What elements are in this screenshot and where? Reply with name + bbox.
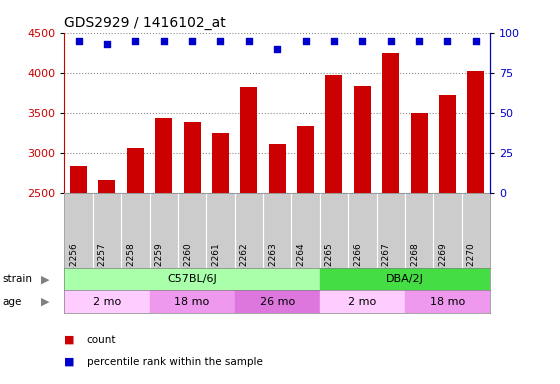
Bar xyxy=(127,148,144,384)
Point xyxy=(472,38,480,44)
Bar xyxy=(382,53,399,384)
Point xyxy=(358,38,367,44)
Text: GDS2929 / 1416102_at: GDS2929 / 1416102_at xyxy=(64,16,226,30)
Text: age: age xyxy=(3,297,22,307)
Bar xyxy=(235,290,320,313)
Text: ■: ■ xyxy=(64,335,75,345)
Text: ▶: ▶ xyxy=(41,297,49,307)
Text: 26 mo: 26 mo xyxy=(260,297,295,307)
Point xyxy=(301,38,310,44)
Bar xyxy=(354,86,371,384)
Point xyxy=(74,38,83,44)
Point xyxy=(159,38,168,44)
Point xyxy=(386,38,395,44)
Point xyxy=(188,38,197,44)
Bar xyxy=(269,144,286,384)
Bar xyxy=(184,122,200,384)
Bar xyxy=(99,180,115,384)
Bar xyxy=(320,268,490,290)
Bar xyxy=(325,75,343,384)
Point xyxy=(216,38,225,44)
Text: ▶: ▶ xyxy=(41,274,49,284)
Point xyxy=(329,38,338,44)
Point xyxy=(443,38,452,44)
Text: 2 mo: 2 mo xyxy=(93,297,121,307)
Point xyxy=(102,41,111,47)
Bar xyxy=(405,290,490,313)
Bar xyxy=(297,126,314,384)
Text: count: count xyxy=(87,335,116,345)
Text: 18 mo: 18 mo xyxy=(175,297,209,307)
Bar xyxy=(467,71,484,384)
Bar xyxy=(240,87,258,384)
Point xyxy=(273,46,282,52)
Bar xyxy=(155,118,172,384)
Point xyxy=(244,38,253,44)
Text: ■: ■ xyxy=(64,357,75,367)
Text: C57BL/6J: C57BL/6J xyxy=(167,274,217,284)
Bar xyxy=(150,290,235,313)
Point xyxy=(131,38,140,44)
Bar xyxy=(64,268,320,290)
Text: strain: strain xyxy=(3,274,33,284)
Bar xyxy=(439,95,456,384)
Text: DBA/2J: DBA/2J xyxy=(386,274,424,284)
Bar xyxy=(320,290,405,313)
Text: 2 mo: 2 mo xyxy=(348,297,376,307)
Bar xyxy=(410,113,428,384)
Point xyxy=(414,38,423,44)
Bar xyxy=(64,290,150,313)
Bar xyxy=(212,133,229,384)
Bar xyxy=(70,166,87,384)
Text: percentile rank within the sample: percentile rank within the sample xyxy=(87,357,263,367)
Text: 18 mo: 18 mo xyxy=(430,297,465,307)
